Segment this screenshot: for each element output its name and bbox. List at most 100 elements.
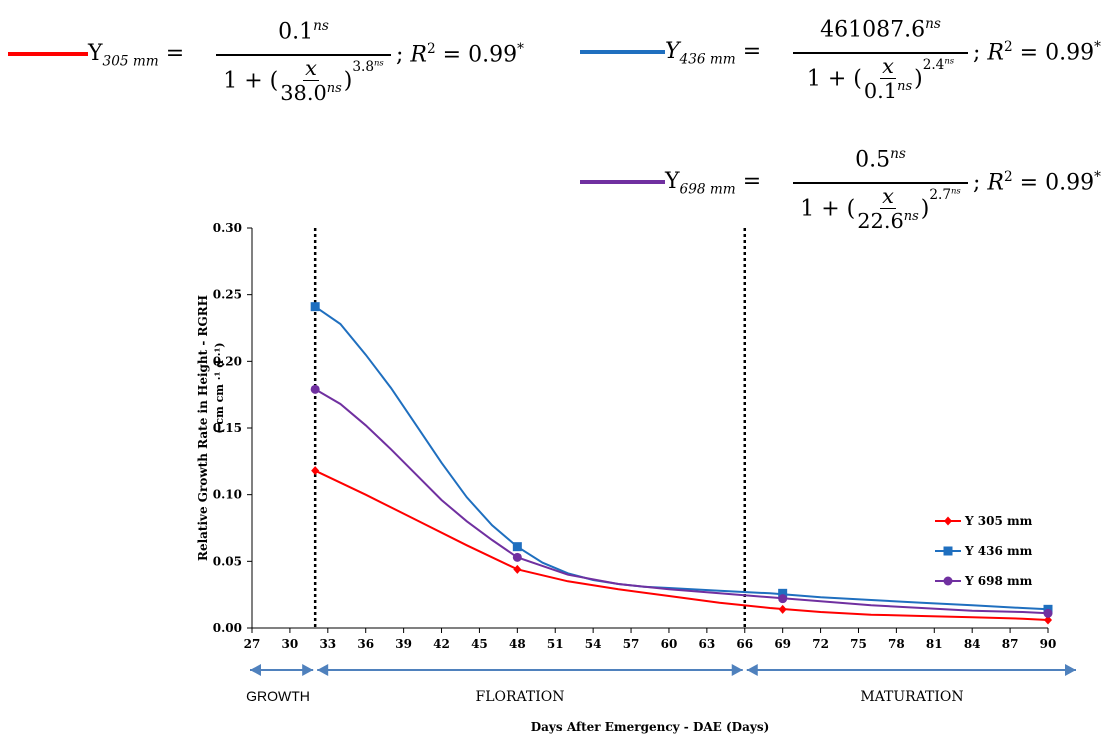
x-tick-label: 87 — [1002, 637, 1019, 651]
equation-lhs: Y436 mm = — [665, 41, 761, 67]
equation-3: Y698 mm = 0.5ns 1 + ( x 22.6ns)2.7ns ; R2 = … — [580, 140, 1110, 265]
inner-numerator: x — [880, 184, 896, 209]
data-point-diamond — [778, 604, 787, 614]
equation-denominator: 1 + (x 38.0ns)3.8ns — [216, 56, 391, 105]
data-point-square — [512, 542, 522, 552]
x-tick-label: 36 — [357, 637, 374, 651]
x-tick-label: 69 — [774, 637, 791, 651]
legend-marker-diamond — [944, 516, 952, 526]
denominator-suffix: ) — [920, 196, 930, 222]
x-axis-title: Days After Emergency - DAE (Days) — [531, 720, 770, 734]
r-exponent: 2 — [426, 41, 436, 57]
equals-sign: = — [158, 41, 185, 66]
y-tick-label: 0.15 — [213, 421, 242, 435]
maturation-arrow-head-left — [746, 664, 758, 676]
lhs-subscript: 305 mm — [102, 53, 159, 70]
x-tick-label: 72 — [812, 637, 829, 651]
r-exponent: 2 — [1003, 39, 1013, 55]
x-tick-label: 84 — [964, 637, 981, 651]
equation-denominator: 1 + ( x 22.6ns)2.7ns — [793, 184, 968, 233]
r-value: = 0.99 — [1012, 170, 1095, 196]
lhs-symbol: Y — [88, 41, 103, 66]
equation-2: Y436 mm = 461087.6ns 1 + (x 0.1ns)2.4ns; R… — [580, 10, 1110, 135]
denominator-prefix: 1 + ( — [800, 196, 856, 222]
lhs-subscript: 436 mm — [679, 51, 736, 68]
data-point-diamond — [513, 564, 522, 574]
r-value: = 0.99 — [435, 42, 518, 68]
fraction-bar — [793, 52, 968, 54]
equation-1: Y305 mm = 0.1ns 1 + (x 38.0ns)3.8ns; R2 = … — [8, 12, 538, 137]
x-tick-label: 48 — [509, 637, 526, 651]
denominator-exponent: 2.7ns — [929, 185, 961, 204]
fraction-bar — [216, 54, 391, 56]
y-tick-label: 0.20 — [213, 354, 242, 368]
x-tick-label: 78 — [888, 637, 905, 651]
data-point-square — [310, 302, 320, 312]
data-point-circle — [310, 384, 320, 394]
equation-r-squared: ; R2 = 0.99* — [973, 39, 1101, 66]
legend-label: Y 436 mm — [964, 544, 1033, 558]
x-tick-label: 33 — [319, 637, 336, 651]
series-line — [314, 469, 1049, 621]
significance-star: * — [517, 41, 524, 57]
phase-label-floration: FLORATION — [476, 689, 565, 705]
inner-fraction: x 0.1ns — [864, 55, 912, 103]
numerator-value: 0.1 — [278, 19, 314, 45]
data-point-circle — [512, 552, 522, 562]
significance-star: * — [1094, 169, 1101, 185]
x-tick-label: 81 — [926, 637, 943, 651]
x-tick-label: 60 — [661, 637, 678, 651]
inner-denominator: 22.6ns — [857, 208, 919, 233]
numerator-superscript: ns — [925, 16, 941, 32]
x-tick-label: 66 — [736, 637, 753, 651]
denominator-exponent: 3.8ns — [352, 57, 384, 76]
series-line — [314, 305, 1049, 611]
equation-color-swatch — [8, 52, 88, 56]
significance-star: * — [1094, 39, 1101, 55]
equation-denominator: 1 + (x 0.1ns)2.4ns — [793, 55, 968, 103]
equation-numerator: 0.5ns — [793, 147, 968, 173]
data-point-circle — [778, 594, 788, 604]
x-tick-label: 39 — [395, 637, 412, 651]
denominator-suffix: ) — [343, 68, 353, 94]
x-tick-label: 51 — [547, 637, 564, 651]
equation-color-swatch — [580, 50, 665, 54]
legend-marker-square — [943, 546, 953, 556]
equation-r-squared: ; R2 = 0.99* — [396, 41, 524, 68]
y-axis-unit: ( cm cm ·¹ d ·¹) — [213, 342, 226, 433]
equation-lhs: Y698 mm = — [665, 171, 761, 197]
data-point-circle — [1043, 608, 1053, 618]
data-point-square — [778, 588, 788, 598]
inner-fraction: x 38.0ns — [280, 56, 342, 105]
numerator-value: 461087.6 — [820, 17, 926, 43]
x-tick-label: 45 — [471, 637, 488, 651]
floration-arrow-head-right — [731, 664, 743, 676]
numerator-value: 0.5 — [855, 147, 891, 173]
y-tick-label: 0.25 — [213, 288, 242, 302]
equation-numerator: 0.1ns — [216, 19, 391, 45]
lhs-symbol: Y — [665, 169, 680, 194]
growth-arrow-head-right — [302, 664, 314, 676]
y-axis-title: Relative Growth Rate in Height - RGRH — [196, 295, 210, 561]
r-symbol: R — [987, 170, 1004, 196]
equation-r-squared: ; R2 = 0.99* — [973, 169, 1101, 196]
equals-sign: = — [735, 39, 762, 64]
legend-label: Y 698 mm — [964, 574, 1033, 588]
denominator-suffix: ) — [914, 66, 923, 92]
y-tick-label: 0.30 — [213, 221, 242, 235]
x-tick-label: 54 — [585, 637, 602, 651]
r-value: = 0.99 — [1012, 40, 1095, 66]
x-tick-label: 75 — [850, 637, 867, 651]
denominator-prefix: 1 + ( — [806, 66, 862, 92]
fraction-bar — [793, 182, 968, 184]
lhs-symbol: Y — [665, 39, 680, 64]
x-tick-label: 90 — [1040, 637, 1057, 651]
inner-numerator: x — [303, 56, 319, 81]
data-point-diamond — [311, 466, 320, 476]
growth-arrow-head-left — [250, 664, 261, 676]
legend-label: Y 305 mm — [964, 514, 1033, 528]
y-tick-label: 0.00 — [213, 621, 242, 635]
phase-label-growth: GROWTH — [246, 688, 310, 704]
equals-sign: = — [735, 169, 762, 194]
y-tick-label: 0.10 — [213, 488, 242, 502]
